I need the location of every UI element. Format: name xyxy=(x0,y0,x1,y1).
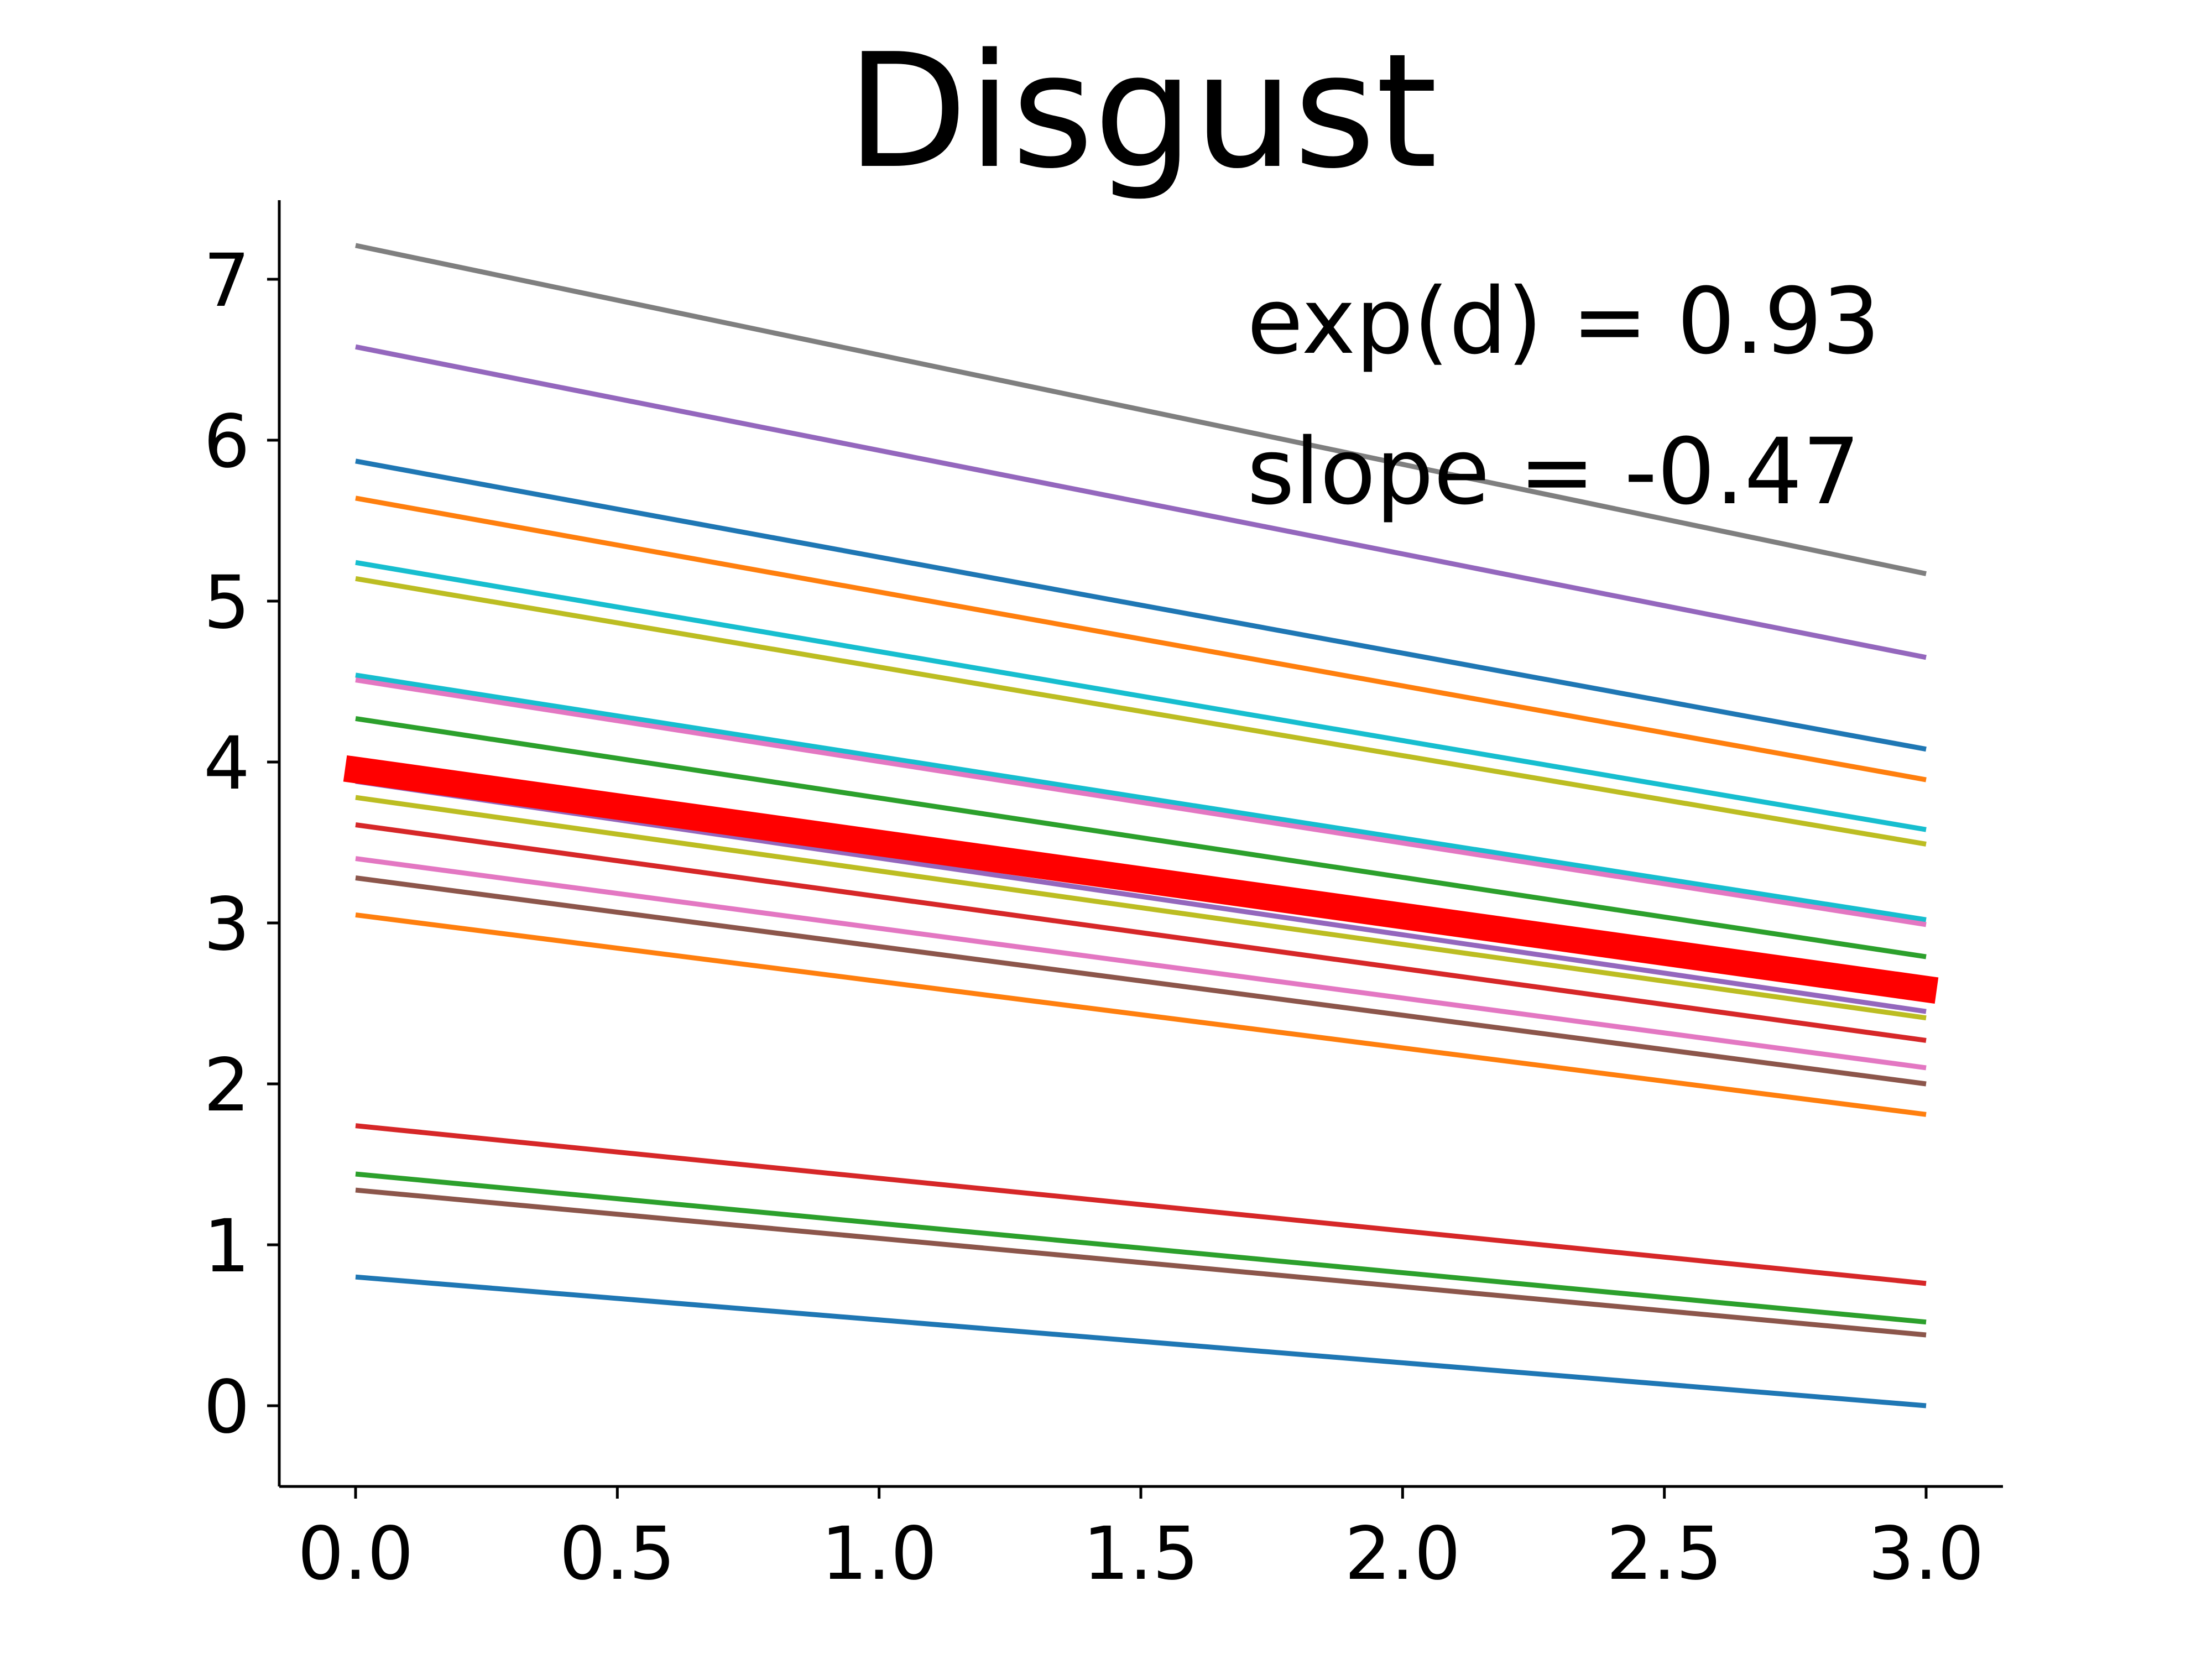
series-line xyxy=(355,795,1927,1021)
series-line xyxy=(355,856,1927,1071)
series-line xyxy=(355,576,1927,847)
y-tick-label: 6 xyxy=(204,399,250,484)
y-tick-label: 4 xyxy=(204,721,250,806)
series-line xyxy=(355,716,1927,959)
y-tick-label: 2 xyxy=(204,1043,250,1128)
x-tick-label: 0.0 xyxy=(298,1511,414,1597)
series-line xyxy=(355,344,1927,660)
series-line xyxy=(355,560,1927,832)
chart-title: Disgust xyxy=(847,20,1438,204)
x-tick-label: 1.0 xyxy=(821,1511,937,1597)
x-axis-ticks: 0.0 0.5 1.0 1.5 2.0 2.5 3.0 xyxy=(298,1486,1984,1597)
series-line xyxy=(355,875,1927,1087)
series-line xyxy=(355,495,1927,782)
series-lines xyxy=(343,243,1939,1408)
series-line xyxy=(355,912,1927,1117)
y-tick-label: 5 xyxy=(204,560,250,645)
y-axis-ticks: 0 1 2 3 4 5 6 7 xyxy=(204,238,279,1450)
y-tick-label: 7 xyxy=(204,238,250,324)
y-tick-label: 1 xyxy=(204,1204,250,1289)
y-tick-label: 3 xyxy=(204,882,250,967)
series-line xyxy=(355,1274,1927,1408)
x-tick-label: 0.5 xyxy=(559,1511,675,1597)
series-line xyxy=(355,1187,1927,1338)
series-line xyxy=(355,1123,1927,1286)
series-line xyxy=(355,822,1927,1043)
x-tick-label: 3.0 xyxy=(1868,1511,1984,1597)
series-line xyxy=(355,1171,1927,1325)
x-tick-label: 1.5 xyxy=(1083,1511,1199,1597)
y-tick-label: 0 xyxy=(204,1365,250,1450)
annotation-exp-d: exp(d) = 0.93 xyxy=(1247,268,1880,374)
mean-trend-line xyxy=(343,755,1939,1004)
series-line xyxy=(355,243,1927,576)
x-tick-label: 2.0 xyxy=(1344,1511,1460,1597)
series-line xyxy=(355,458,1927,752)
x-tick-label: 2.5 xyxy=(1606,1511,1723,1597)
series-line xyxy=(355,672,1927,922)
annotation-slope: slope = -0.47 xyxy=(1247,419,1860,525)
series-line xyxy=(355,677,1927,927)
